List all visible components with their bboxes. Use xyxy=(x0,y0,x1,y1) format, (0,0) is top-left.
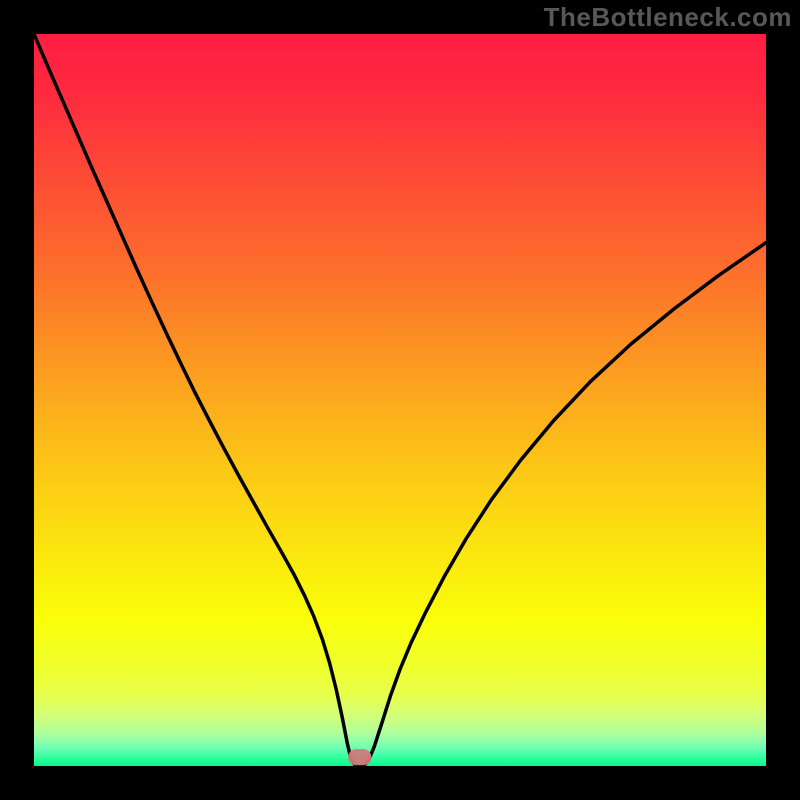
min-marker xyxy=(348,749,371,765)
chart-svg xyxy=(34,34,766,766)
gradient-background xyxy=(34,34,766,766)
watermark-text: TheBottleneck.com xyxy=(544,2,792,33)
chart-frame: TheBottleneck.com xyxy=(0,0,800,800)
plot-area xyxy=(34,34,766,766)
